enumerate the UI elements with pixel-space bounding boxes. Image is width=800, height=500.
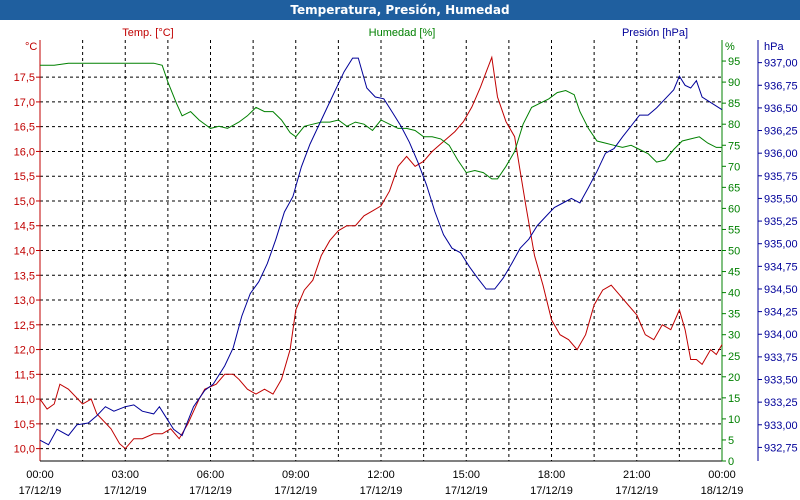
humidity-tick-label: 80: [728, 119, 740, 131]
humidity-tick-label: 40: [728, 288, 740, 300]
humidity-tick-label: 10: [728, 414, 740, 426]
temp-tick-label: 13,0: [14, 295, 35, 307]
humidity-tick-label: 50: [728, 246, 740, 258]
humidity-unit-label: %: [725, 41, 735, 53]
pressure-tick-label: 936,50: [764, 103, 798, 115]
pressure-tick-label: 932,75: [764, 442, 798, 454]
x-tick-time: 09:00: [282, 469, 310, 481]
tick-labels: 00:00 17/12/19 03:00 17/12/19 06:00 17/12/19 0…: [14, 56, 798, 497]
temp-axis-title: Temp. [°C]: [122, 27, 173, 39]
humidity-tick-label: 55: [728, 224, 740, 236]
pressure-tick-label: 933,00: [764, 420, 798, 432]
series-line-hum: [40, 62, 722, 180]
x-tick-time: 03:00: [111, 469, 139, 481]
temp-tick-label: 11,0: [14, 394, 35, 406]
humidity-tick-label: 25: [728, 351, 740, 363]
humidity-tick-label: 35: [728, 309, 740, 321]
temp-tick-label: 11,5: [14, 369, 35, 381]
humidity-tick-label: 75: [728, 140, 740, 152]
axes: [36, 40, 762, 462]
x-tick-time: 00:00: [708, 469, 736, 481]
pressure-tick-label: 935,00: [764, 239, 798, 251]
temp-tick-label: 16,5: [14, 122, 35, 134]
grid: [39, 40, 723, 461]
pressure-tick-label: 934,00: [764, 329, 798, 341]
humidity-tick-label: 65: [728, 182, 740, 194]
series-line-pres: [39, 57, 723, 446]
x-tick-date: 17/12/19: [274, 485, 317, 497]
pressure-tick-label: 936,75: [764, 80, 798, 92]
x-tick-time: 21:00: [623, 469, 651, 481]
pressure-axis-title: Presión [hPa]: [622, 27, 688, 39]
x-tick-time: 18:00: [538, 469, 566, 481]
humidity-tick-label: 90: [728, 77, 740, 89]
pressure-tick-label: 936,00: [764, 148, 798, 160]
humidity-tick-label: 0: [728, 456, 734, 468]
x-tick-date: 17/12/19: [445, 485, 488, 497]
humidity-tick-label: 60: [728, 203, 740, 215]
pressure-tick-label: 935,25: [764, 216, 798, 228]
temp-tick-label: 12,5: [14, 320, 35, 332]
pressure-tick-label: 933,25: [764, 397, 798, 409]
humidity-axis-title: Humedad [%]: [369, 27, 436, 39]
x-tick-date: 17/12/19: [615, 485, 658, 497]
x-tick-date: 18/12/19: [701, 485, 744, 497]
temp-tick-label: 10,0: [14, 444, 35, 456]
temp-tick-label: 14,5: [14, 221, 35, 233]
pressure-tick-label: 935,75: [764, 171, 798, 183]
x-tick-date: 17/12/19: [104, 485, 147, 497]
humidity-tick-label: 95: [728, 56, 740, 68]
temp-tick-label: 15,5: [14, 171, 35, 183]
x-tick-time: 00:00: [26, 469, 54, 481]
temp-tick-label: 10,5: [14, 419, 35, 431]
pressure-tick-label: 934,25: [764, 307, 798, 319]
humidity-tick-label: 70: [728, 161, 740, 173]
humidity-tick-label: 20: [728, 372, 740, 384]
x-tick-date: 17/12/19: [189, 485, 232, 497]
x-tick-date: 17/12/19: [19, 485, 62, 497]
chart-title: Temperatura, Presión, Humedad: [0, 0, 800, 20]
humidity-tick-label: 5: [728, 435, 734, 447]
temp-tick-label: 17,0: [14, 97, 35, 109]
pressure-unit-label: hPa: [764, 41, 784, 53]
x-tick-date: 17/12/19: [530, 485, 573, 497]
pressure-tick-label: 935,50: [764, 193, 798, 205]
temp-tick-label: 16,0: [14, 146, 35, 158]
x-tick-time: 06:00: [197, 469, 225, 481]
pressure-tick-label: 933,50: [764, 375, 798, 387]
pressure-tick-label: 936,25: [764, 126, 798, 138]
humidity-tick-label: 15: [728, 393, 740, 405]
x-tick-date: 17/12/19: [360, 485, 403, 497]
temp-tick-label: 13,5: [14, 270, 35, 282]
pressure-tick-label: 933,75: [764, 352, 798, 364]
x-tick-time: 15:00: [452, 469, 480, 481]
pressure-tick-label: 934,75: [764, 261, 798, 273]
series: [39, 55, 723, 450]
temp-tick-label: 17,5: [14, 72, 35, 84]
temp-tick-label: 15,0: [14, 196, 35, 208]
humidity-tick-label: 85: [728, 98, 740, 110]
series-line-temp: [39, 55, 723, 450]
temp-unit-label: °C: [25, 41, 37, 53]
humidity-tick-label: 30: [728, 330, 740, 342]
temp-tick-label: 12,0: [14, 345, 35, 357]
temp-tick-label: 14,0: [14, 246, 35, 258]
x-tick-time: 12:00: [367, 469, 395, 481]
humidity-tick-label: 45: [728, 267, 740, 279]
pressure-tick-label: 934,50: [764, 284, 798, 296]
pressure-tick-label: 937,00: [764, 58, 798, 70]
